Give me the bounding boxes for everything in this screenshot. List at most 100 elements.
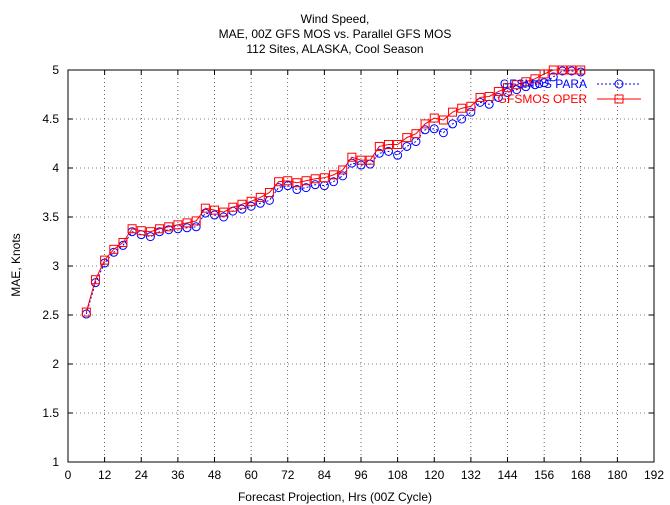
- data-point-marker: [338, 165, 348, 175]
- data-point-marker: [237, 199, 247, 209]
- data-point-marker: [310, 174, 320, 184]
- data-point-marker: [246, 201, 256, 211]
- data-point-marker: [503, 83, 512, 93]
- data-point-marker: [292, 178, 302, 188]
- data-point-marker: [448, 107, 458, 117]
- data-point-marker: [567, 65, 577, 75]
- data-point-marker: [210, 205, 219, 215]
- data-point-marker: [475, 92, 485, 102]
- y-tick-label: 2: [52, 357, 59, 371]
- data-point-marker: [274, 183, 284, 193]
- data-point-marker: [530, 74, 540, 84]
- data-point-marker: [219, 212, 229, 222]
- x-tick-label: 144: [497, 468, 517, 482]
- data-point-marker: [393, 139, 403, 149]
- data-point-marker: [191, 222, 201, 232]
- data-point-marker: [338, 171, 348, 181]
- x-tick-label: 12: [98, 468, 112, 482]
- y-tick-label: 2.5: [42, 308, 59, 322]
- data-point-marker: [530, 80, 540, 90]
- data-point-marker: [457, 114, 467, 124]
- legend-label: GFSMOS OPER: [498, 92, 588, 106]
- data-point-marker: [438, 115, 448, 125]
- data-point-marker: [548, 72, 558, 82]
- x-tick-label: 72: [281, 468, 295, 482]
- data-series: [81, 65, 586, 319]
- chart-title-line-2: MAE, 00Z GFS MOS vs. Parallel GFS MOS: [218, 27, 452, 41]
- data-point-marker: [420, 119, 430, 129]
- data-point-marker: [90, 275, 100, 285]
- data-point-marker: [182, 218, 192, 228]
- data-point-marker: [457, 103, 467, 113]
- data-point-marker: [246, 196, 256, 206]
- data-point-marker: [127, 224, 137, 234]
- data-point-marker: [292, 185, 302, 195]
- data-point-marker: [484, 91, 494, 101]
- data-point-marker: [219, 207, 229, 217]
- data-point-marker: [347, 152, 357, 162]
- data-point-marker: [200, 203, 210, 213]
- data-point-marker: [145, 227, 155, 237]
- y-tick-label: 4: [52, 161, 59, 175]
- data-point-marker: [173, 220, 183, 230]
- y-tick-label: 1.5: [42, 406, 59, 420]
- x-tick-label: 180: [607, 468, 627, 482]
- data-point-marker: [329, 170, 339, 180]
- y-tick-label: 3.5: [42, 210, 59, 224]
- data-point-marker: [475, 97, 485, 107]
- grid-lines: [68, 70, 654, 462]
- data-point-marker: [210, 210, 219, 220]
- legend-swatch-marker: [614, 79, 624, 89]
- data-point-marker: [420, 125, 430, 135]
- data-point-marker: [118, 237, 128, 247]
- y-axis-label: MAE, Knots: [9, 233, 23, 297]
- data-point-marker: [283, 176, 293, 186]
- x-tick-label: 192: [644, 468, 664, 482]
- legend-label: GFSMOS PARA: [500, 77, 587, 91]
- data-point-marker: [539, 69, 549, 79]
- x-tick-label: 96: [354, 468, 368, 482]
- data-point-marker: [557, 65, 567, 75]
- data-point-marker: [402, 133, 412, 143]
- x-tick-label: 168: [571, 468, 591, 482]
- chart-title-line-1: Wind Speed,: [300, 12, 370, 26]
- data-point-marker: [374, 141, 384, 151]
- data-point-marker: [402, 141, 412, 151]
- data-point-marker: [283, 181, 293, 191]
- data-point-marker: [493, 92, 503, 102]
- data-point-marker: [200, 208, 210, 218]
- chart-title-line-3: 112 Sites, ALASKA, Cool Season: [246, 42, 424, 56]
- x-tick-label: 60: [244, 468, 258, 482]
- x-axis-label: Forecast Projection, Hrs (00Z Cycle): [237, 490, 433, 504]
- data-point-marker: [228, 202, 238, 212]
- x-tick-label: 0: [65, 468, 72, 482]
- data-point-marker: [365, 155, 375, 165]
- data-point-marker: [466, 101, 476, 111]
- data-point-marker: [145, 232, 155, 242]
- x-tick-label: 84: [318, 468, 332, 482]
- data-point-marker: [438, 128, 448, 138]
- series-line-1: [85, 69, 581, 313]
- data-point-marker: [576, 65, 586, 75]
- y-tick-label: 1: [52, 455, 59, 469]
- y-tick-label: 5: [52, 63, 59, 77]
- data-point-marker: [301, 176, 311, 186]
- x-tick-label: 120: [424, 468, 444, 482]
- x-tick-label: 36: [171, 468, 185, 482]
- data-point-marker: [383, 146, 393, 156]
- data-point-marker: [255, 192, 265, 202]
- data-point-marker: [109, 244, 119, 254]
- x-tick-label: 156: [534, 468, 554, 482]
- data-point-marker: [319, 173, 329, 183]
- legend-swatch-marker: [614, 94, 624, 104]
- data-point-marker: [182, 223, 192, 233]
- data-point-marker: [429, 113, 439, 123]
- data-point-marker: [255, 198, 265, 208]
- data-point-marker: [521, 77, 531, 87]
- data-point-marker: [448, 119, 458, 129]
- data-point-marker: [466, 107, 476, 117]
- x-tick-label: 108: [388, 468, 408, 482]
- data-point-marker: [100, 255, 110, 265]
